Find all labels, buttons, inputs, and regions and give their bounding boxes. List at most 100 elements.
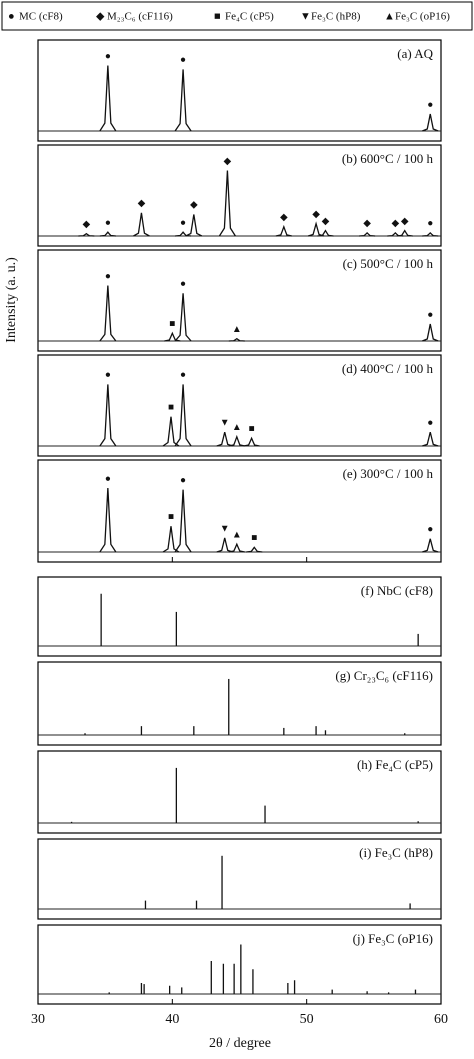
panel-frame (37, 576, 442, 657)
peak (422, 538, 439, 553)
peak (228, 337, 245, 342)
phase-marker: ● (427, 524, 433, 535)
phase-marker: ▲ (232, 422, 242, 433)
phase-marker: ● (427, 309, 433, 320)
phase-marker: ▲ (232, 324, 242, 335)
phase-marker: ■ (168, 402, 174, 413)
peak (174, 384, 192, 447)
peak (99, 65, 117, 132)
peak (246, 546, 263, 553)
phase-marker: ▼ (220, 523, 230, 534)
panel-label: (j) Fe₃C (oP16) (353, 931, 433, 946)
peak (99, 488, 117, 553)
phase-marker: ■ (251, 533, 257, 544)
phase-marker: ◆ (391, 218, 399, 229)
phase-marker: ● (180, 55, 186, 66)
legend-symbol: ▼ (300, 11, 311, 23)
peak (174, 489, 192, 553)
peak (422, 323, 439, 342)
panel-label: (c) 500°C / 100 h (343, 256, 434, 271)
panel-frame (37, 354, 442, 457)
legend-symbol: ■ (214, 11, 221, 23)
panel-frame (37, 459, 442, 563)
y-axis-label: Intensity (a. u.) (4, 257, 19, 343)
phase-marker: ● (427, 99, 433, 110)
peak (422, 431, 439, 447)
phase-marker: ● (180, 279, 186, 290)
phase-marker: ● (427, 417, 433, 428)
peak (218, 170, 236, 237)
peak (216, 537, 233, 553)
panel-frame (37, 39, 442, 142)
legend-label: MC (cF8) (19, 11, 63, 23)
panel-label: (i) Fe₃C (hP8) (359, 845, 433, 860)
phase-marker: ● (180, 370, 186, 381)
phase-marker: ◆ (363, 218, 371, 229)
phase-marker: ◆ (312, 209, 320, 220)
peak (422, 232, 439, 237)
legend-label: Fe₃C (hP8) (311, 11, 361, 23)
phase-marker: ▲ (232, 529, 242, 540)
legend-box (1, 1, 473, 31)
legend-label: Fe₃C (oP16) (395, 11, 450, 23)
x-tick-label: 50 (300, 1012, 314, 1027)
peak (78, 232, 95, 237)
peak (174, 293, 192, 342)
phase-marker: ■ (249, 424, 255, 435)
x-tick-label: 60 (434, 1012, 448, 1027)
phase-marker: ● (180, 217, 186, 228)
phase-marker: ◆ (190, 200, 198, 211)
panel-frame (37, 750, 442, 834)
phase-marker: ◆ (224, 156, 232, 167)
x-tick-label: 30 (31, 1012, 45, 1027)
panel-label: (f) NbC (cF8) (361, 583, 433, 598)
phase-marker: ● (105, 217, 111, 228)
peak (99, 231, 116, 237)
x-axis-label: 2θ / degree (209, 1036, 271, 1051)
peak (162, 526, 180, 553)
phase-marker: ◆ (83, 219, 91, 230)
peak (216, 431, 233, 447)
legend-symbol: ● (8, 11, 15, 23)
peak (228, 542, 245, 553)
x-tick-label: 40 (165, 1012, 179, 1027)
phase-marker: ◆ (138, 198, 146, 209)
peak (243, 436, 260, 447)
phase-marker: ● (105, 51, 111, 62)
peak (174, 69, 192, 132)
phase-marker: ◆ (401, 216, 409, 227)
phase-marker: ◆ (280, 212, 288, 223)
panel-label: (h) Fe₄C (cP5) (357, 757, 433, 772)
peak (185, 214, 203, 237)
panel-label: (d) 400°C / 100 h (342, 361, 434, 376)
phase-marker: ● (427, 218, 433, 229)
panel-frame (37, 661, 442, 746)
peak (396, 229, 413, 237)
peak (422, 113, 439, 132)
peak (99, 384, 117, 447)
panel-label: (e) 300°C / 100 h (343, 466, 434, 481)
legend-symbol: ▲ (384, 11, 395, 23)
panel-label: (a) AQ (397, 46, 433, 61)
phase-marker: ▼ (220, 417, 230, 428)
legend-label: M₂₃C₆ (cF116) (107, 11, 173, 23)
panel-label: (g) Cr₂₃C₆ (cF116) (335, 668, 433, 683)
panel-frame (37, 144, 442, 247)
phase-marker: ● (105, 271, 111, 282)
peak (228, 434, 245, 447)
panel-frame (37, 838, 442, 920)
peak (275, 224, 292, 237)
phase-marker: ● (105, 370, 111, 381)
panel-frame (37, 924, 442, 1005)
phase-marker: ● (105, 473, 111, 484)
peak (307, 221, 325, 237)
phase-marker: ◆ (322, 216, 330, 227)
legend-symbol: ◆ (96, 11, 105, 23)
peak (99, 285, 117, 342)
peak (133, 212, 150, 237)
panel-frame (37, 249, 442, 352)
phase-marker: ● (180, 475, 186, 486)
panel-label: (b) 600°C / 100 h (342, 151, 434, 166)
peak (162, 416, 180, 447)
